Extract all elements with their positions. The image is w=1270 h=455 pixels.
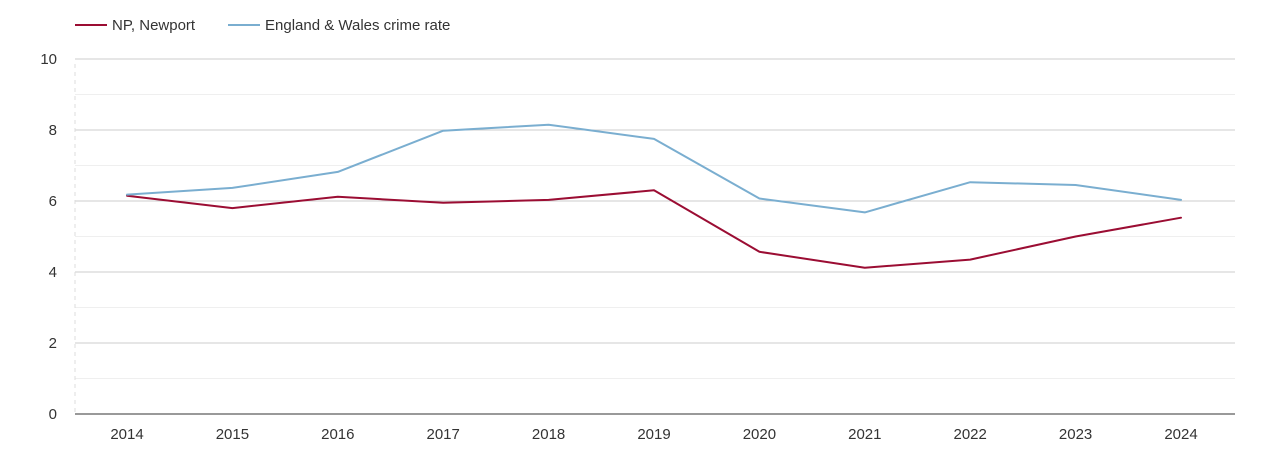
y-tick-label: 4 (49, 264, 57, 281)
y-tick-label: 8 (49, 122, 57, 139)
x-tick-label: 2017 (427, 426, 460, 443)
legend: NP, Newport England & Wales crime rate (75, 17, 450, 34)
x-tick-label: 2022 (954, 426, 987, 443)
legend-label-england-wales: England & Wales crime rate (265, 17, 450, 34)
series-line-england-wales (126, 123, 1182, 214)
grid (75, 58, 1235, 379)
x-tick-label: 2018 (532, 426, 565, 443)
x-tick-label: 2016 (321, 426, 354, 443)
x-tick-label: 2020 (743, 426, 776, 443)
y-tick-label: 6 (49, 193, 57, 210)
x-tick-label: 2015 (216, 426, 249, 443)
x-tick-label: 2024 (1164, 426, 1197, 443)
series-group (126, 123, 1182, 269)
y-tick-label: 2 (49, 335, 57, 352)
x-tick-label: 2014 (110, 426, 143, 443)
x-tick-label: 2023 (1059, 426, 1092, 443)
y-tick-label: 10 (40, 51, 57, 68)
x-tick-label: 2021 (848, 426, 881, 443)
x-axis: 2014 2015 2016 2017 2018 2019 2020 2021 2022 2023… (75, 413, 1235, 443)
legend-label-newport: NP, Newport (112, 17, 196, 34)
y-tick-label: 0 (49, 406, 57, 423)
x-tick-label: 2019 (637, 426, 670, 443)
y-axis: 0 2 4 6 8 10 (40, 51, 76, 423)
series-line-newport (126, 189, 1182, 269)
